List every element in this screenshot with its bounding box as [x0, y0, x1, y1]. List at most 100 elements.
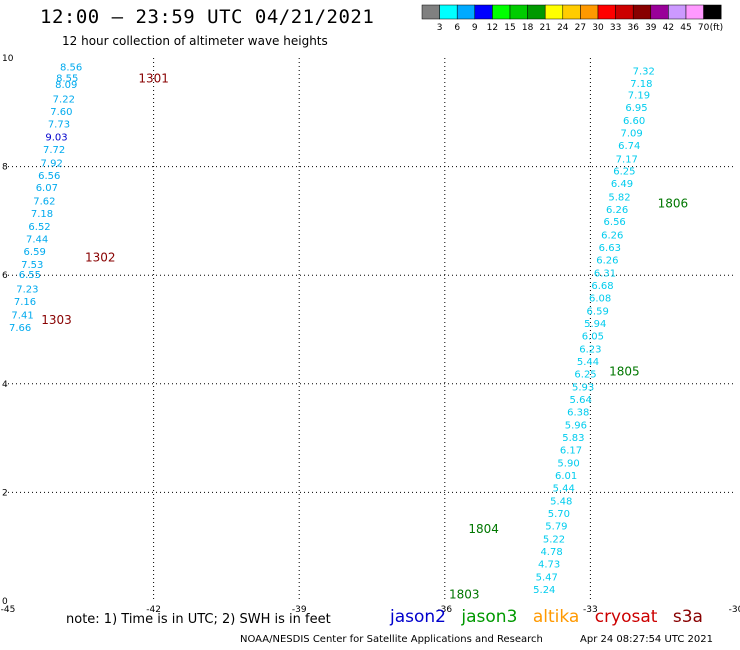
wave-height-point: 7.17 [616, 154, 638, 165]
wave-height-point: 5.96 [565, 420, 587, 431]
y-tick-label: 6 [2, 271, 8, 281]
colorbar: 3 6 9 12 15 18 21 24 27 30 33 36 39 42 45 70 (ft) [421, 4, 724, 33]
wave-height-point: 6.23 [579, 344, 601, 355]
wave-height-point: 7.09 [621, 129, 643, 140]
colorbar-label: 70 [698, 23, 710, 33]
wave-height-point: 5.44 [553, 483, 575, 494]
wave-height-point: 4.78 [540, 547, 562, 558]
wave-height-point: 4.73 [538, 559, 560, 570]
wave-height-point: 7.22 [53, 95, 75, 106]
footer-note: note: 1) Time is in UTC; 2) SWH is in fe… [66, 612, 331, 627]
x-tick-label: -36 [437, 605, 452, 615]
wave-height-point: 6.31 [594, 268, 616, 279]
wave-height-point: 6.68 [591, 281, 613, 292]
wave-height-point: 8.09 [55, 80, 77, 91]
wave-height-point: 7.62 [33, 197, 55, 208]
wave-height-point: 5.22 [543, 534, 565, 545]
mission-jason2: jason2 [390, 607, 446, 627]
wave-height-point: 6.05 [582, 331, 604, 342]
pass-time-label: 1302 [85, 251, 116, 265]
pass-time-label: 1803 [449, 587, 480, 601]
y-tick-label: 4 [2, 380, 8, 390]
colorbar-swatch [703, 4, 722, 20]
pass-time-label: 1804 [468, 522, 499, 536]
colorbar-label: 12 [487, 23, 498, 33]
x-tick-label: -30 [729, 605, 740, 615]
wave-height-point: 7.18 [31, 209, 53, 220]
wave-height-point: 6.25 [613, 167, 635, 178]
colorbar-unit: (ft) [710, 23, 724, 33]
colorbar-label: 45 [680, 23, 691, 33]
wave-height-point: 6.08 [589, 293, 611, 304]
mission-cryosat: cryosat [594, 607, 658, 627]
wave-height-point: 7.60 [50, 107, 72, 118]
wave-height-point: 6.49 [611, 179, 633, 190]
mission-s3a: s3a [672, 607, 703, 627]
chart-subtitle: 12 hour collection of altimeter wave hei… [62, 34, 328, 48]
wave-height-point: 6.56 [38, 171, 60, 182]
wave-height-point: 5.79 [545, 521, 567, 532]
colorbar-label: 18 [522, 23, 534, 33]
colorbar-label: 9 [472, 23, 478, 33]
wave-height-point: 6.26 [596, 255, 618, 266]
wave-height-point: 6.56 [604, 217, 626, 228]
pass-time-label: 1806 [658, 196, 689, 210]
mission-jason3: jason3 [461, 607, 518, 627]
wave-height-point: 7.53 [21, 260, 43, 271]
colorbar-label: 36 [627, 23, 639, 33]
wave-height-point: 6.74 [618, 141, 640, 152]
wave-height-point: 7.72 [43, 145, 65, 156]
colorbar-label: 6 [454, 23, 460, 33]
wave-height-point: 5.47 [536, 572, 558, 583]
colorbar-label: 15 [504, 23, 515, 33]
colorbar-label: 33 [610, 23, 621, 33]
pass-time-label: 1301 [138, 71, 169, 85]
colorbar-label: 27 [575, 23, 586, 33]
wave-height-point: 7.16 [14, 297, 36, 308]
chart-title: 12:00 – 23:59 UTC 04/21/2021 [40, 6, 375, 28]
x-tick-label: -45 [1, 605, 16, 615]
wave-height-point: 6.26 [601, 230, 623, 241]
wave-height-point: 7.92 [41, 159, 63, 170]
pass-time-label: 1805 [609, 365, 640, 379]
wave-height-point: 5.83 [562, 433, 584, 444]
colorbar-label: 30 [592, 23, 604, 33]
x-tick-label: -39 [292, 605, 307, 615]
wave-height-point: 7.32 [633, 66, 655, 77]
wave-height-point: 7.41 [11, 311, 33, 322]
wave-height-point: 6.55 [19, 270, 41, 281]
wave-height-point: 7.19 [628, 91, 650, 102]
wave-height-point: 6.26 [606, 205, 628, 216]
credit-timestamp: Apr 24 08:27:54 UTC 2021 [580, 634, 713, 645]
colorbar-label: 3 [437, 23, 443, 33]
wave-height-point: 5.82 [608, 192, 630, 203]
pass-time-label: 1303 [41, 313, 72, 327]
wave-height-point: 6.59 [587, 306, 609, 317]
wave-height-point: 5.70 [548, 509, 570, 520]
y-tick-label: 8 [2, 163, 8, 173]
wave-height-point: 5.44 [577, 357, 599, 368]
wave-height-point: 6.59 [24, 247, 46, 258]
x-tick-label: -42 [146, 605, 161, 615]
y-tick-label: 10 [2, 54, 14, 64]
wave-height-point: 8.55 [56, 73, 78, 84]
x-tick-label: -33 [583, 605, 598, 615]
wave-height-point: 9.03 [45, 133, 67, 144]
wave-height-point: 6.17 [560, 445, 582, 456]
colorbar-label: 24 [557, 23, 569, 33]
wave-height-point: 6.52 [28, 222, 50, 233]
wave-height-point: 7.73 [48, 120, 70, 131]
colorbar-label: 39 [645, 23, 657, 33]
wave-height-point: 7.66 [9, 323, 31, 334]
wave-height-point: 7.23 [16, 285, 38, 296]
wave-height-point: 5.94 [584, 319, 606, 330]
colorbar-label: 42 [663, 23, 674, 33]
wave-height-point: 5.93 [572, 382, 594, 393]
wave-height-point: 6.60 [623, 116, 645, 127]
wave-height-point: 6.25 [574, 369, 596, 380]
wave-height-point: 6.95 [625, 103, 647, 114]
wave-height-point: 6.38 [567, 407, 589, 418]
wave-height-point: 6.07 [36, 183, 58, 194]
y-tick-label: 0 [2, 597, 8, 607]
